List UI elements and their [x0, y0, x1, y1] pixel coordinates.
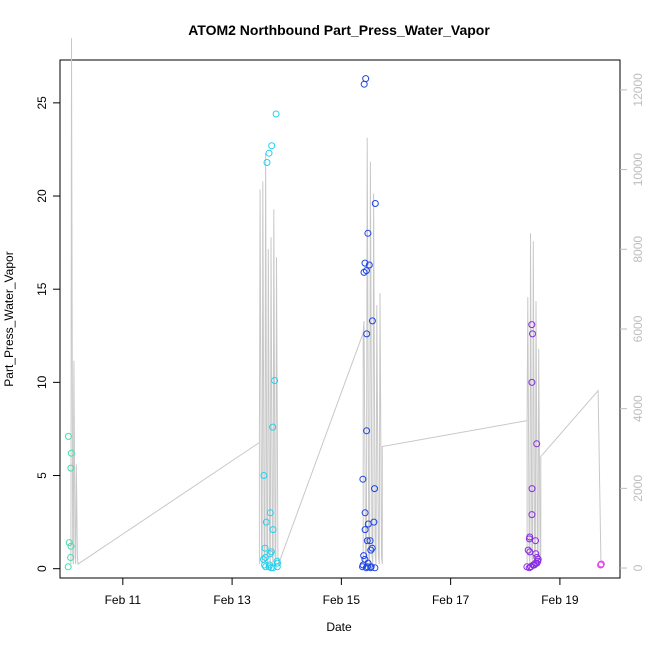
- data-point: [361, 526, 369, 534]
- data-point: [269, 564, 277, 572]
- data-point: [367, 546, 375, 554]
- data-point: [359, 563, 366, 571]
- data-point: [360, 80, 368, 88]
- y-axis: 0 5 10 15 20 25: [35, 96, 60, 572]
- data-point: [525, 564, 533, 572]
- y-tick-label: 5: [35, 472, 49, 479]
- data-point: [67, 554, 75, 561]
- data-point: [262, 518, 270, 526]
- data-point: [366, 537, 374, 545]
- data-point: [261, 554, 269, 561]
- data-points-layer: [64, 75, 605, 572]
- data-point: [360, 268, 368, 276]
- x-tick-label: Feb 19: [541, 593, 579, 607]
- y2-tick-label: 0: [631, 564, 645, 571]
- data-point: [67, 449, 75, 457]
- data-point: [269, 526, 277, 534]
- data-point: [261, 561, 268, 569]
- data-point: [527, 563, 535, 571]
- y2-tick-label: 12000: [631, 73, 645, 107]
- data-point: [371, 564, 379, 572]
- y2-tick-label: 10000: [631, 153, 645, 187]
- data-point: [67, 542, 75, 550]
- x-axis: Feb 11 Feb 13 Feb 15 Feb 17 Feb 19: [105, 577, 579, 607]
- data-point: [365, 261, 373, 269]
- altitude-line-layer: [70, 38, 602, 565]
- data-point: [67, 464, 75, 472]
- data-point: [361, 509, 369, 517]
- data-point: [273, 563, 281, 571]
- data-point: [268, 142, 276, 150]
- data-point: [267, 564, 275, 572]
- data-point: [261, 544, 269, 552]
- data-point: [266, 509, 274, 517]
- data-point: [525, 535, 533, 543]
- data-point: [265, 149, 273, 157]
- data-point: [364, 520, 372, 528]
- data-point: [361, 259, 369, 267]
- data-point: [64, 432, 72, 440]
- data-point: [271, 377, 279, 384]
- data-point: [526, 548, 534, 556]
- data-point: [362, 564, 370, 572]
- y2-tick-label: 6000: [631, 315, 645, 342]
- data-point: [528, 378, 536, 386]
- data-point: [272, 110, 280, 118]
- data-point: [597, 560, 605, 568]
- data-point: [597, 561, 605, 569]
- x-tick-label: Feb 11: [105, 593, 142, 607]
- y-axis-label: Part_Press_Water_Vapor: [2, 251, 16, 386]
- data-point: [367, 564, 375, 572]
- x-tick-label: Feb 15: [323, 593, 361, 607]
- data-point: [529, 330, 536, 338]
- data-point: [359, 475, 367, 483]
- data-point: [266, 550, 274, 558]
- data-point: [371, 485, 378, 493]
- data-point: [524, 546, 532, 554]
- data-point: [532, 550, 540, 558]
- y2-axis: 0 2000 4000 6000 8000 10000 12000: [620, 73, 645, 571]
- x-tick-label: Feb 13: [213, 593, 251, 607]
- data-point: [269, 423, 277, 431]
- data-point: [368, 317, 376, 325]
- data-point: [533, 440, 541, 448]
- x-tick-label: Feb 17: [432, 593, 470, 607]
- y2-tick-label: 4000: [631, 395, 645, 422]
- data-point: [364, 229, 372, 237]
- chart-title: ATOM2 Northbound Part_Press_Water_Vapor: [188, 22, 490, 38]
- data-point: [65, 539, 73, 547]
- data-point: [364, 563, 371, 571]
- data-point: [360, 552, 368, 560]
- data-point: [528, 485, 536, 493]
- data-point: [528, 511, 536, 519]
- data-point: [363, 330, 371, 338]
- data-point: [64, 563, 72, 571]
- data-point: [260, 472, 268, 479]
- data-point: [371, 200, 379, 207]
- y-tick-label: 20: [35, 189, 49, 203]
- data-point: [363, 537, 371, 545]
- altitude-line: [70, 38, 602, 565]
- data-point: [532, 537, 539, 545]
- data-point: [363, 427, 371, 435]
- y-tick-label: 15: [35, 282, 49, 296]
- data-point: [267, 548, 275, 556]
- x-axis-label: Date: [326, 620, 352, 634]
- y2-tick-label: 8000: [631, 236, 645, 263]
- data-point: [263, 159, 271, 166]
- data-point: [528, 321, 536, 329]
- data-point: [274, 559, 281, 567]
- y-tick-label: 0: [35, 565, 49, 572]
- data-point: [362, 75, 370, 83]
- y-tick-label: 10: [35, 375, 49, 389]
- y-tick-label: 25: [35, 96, 49, 110]
- y2-tick-label: 2000: [631, 475, 645, 502]
- data-point: [368, 544, 376, 552]
